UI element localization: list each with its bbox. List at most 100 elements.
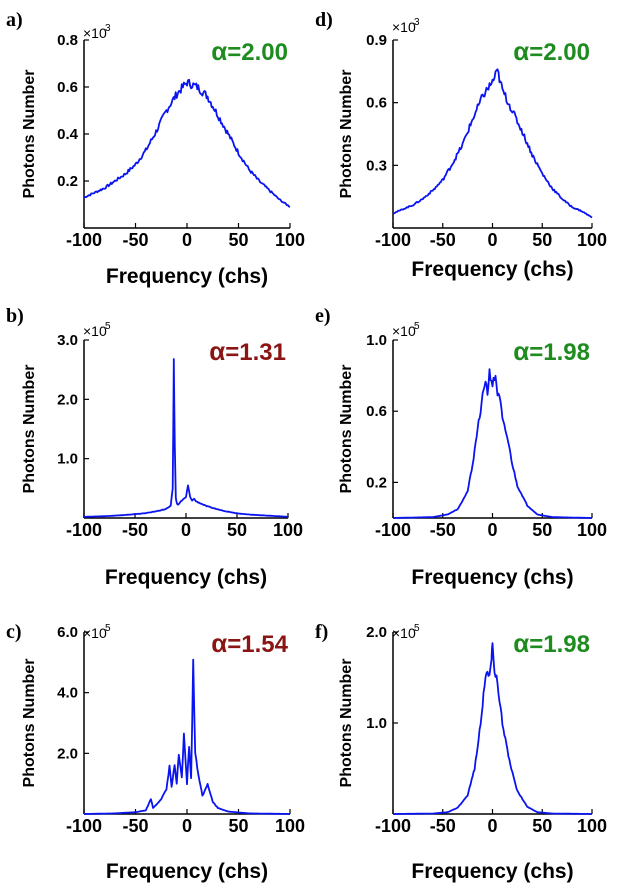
x-tick-label: 50	[228, 230, 248, 250]
x-tick-label: -50	[122, 230, 148, 250]
y-tick-label: 1.0	[366, 715, 387, 732]
x-tick-label: 0	[487, 230, 497, 250]
y-axis-label: Photons Number	[338, 70, 355, 199]
alpha-annotation: α=1.98	[513, 336, 590, 366]
data-series-line	[84, 358, 288, 518]
y-tick-label: 4.0	[57, 685, 78, 702]
chart-panel-a: a) ×103 0.2 0.4 0.6 0.8 -100 -50 0 50 100 Photons N…	[6, 9, 305, 288]
y-tick-label: 2.0	[366, 624, 387, 641]
chart-panel-b: b) ×105 1.0 2.0 3.0 -100 -50 0 50 100 Photons Numb…	[6, 305, 303, 589]
x-tick-label: -100	[66, 816, 102, 836]
axis-multiplier-exponent: 5	[414, 623, 420, 634]
x-tick-label: 50	[532, 816, 552, 836]
y-tick-label: 6.0	[57, 624, 78, 641]
x-tick-label: 50	[532, 230, 552, 250]
chart-panel-d: d) ×103 0.3 0.6 0.9 -100 -50 0 50 100 Photons Numb…	[315, 9, 607, 281]
y-tick-label: 0.3	[366, 157, 387, 174]
y-tick-label: 1.0	[366, 332, 387, 349]
x-tick-label: 100	[577, 230, 607, 250]
chart-panel-e: e) ×105 0.2 0.6 1.0 -100 -50 0 50 100 Photons Numb…	[315, 305, 607, 589]
x-tick-label: 0	[487, 520, 497, 540]
alpha-symbol: α	[513, 628, 529, 658]
chart-panel-f: f) ×105 1.0 2.0 -100 -50 0 50 100 Photons Number F…	[315, 621, 607, 883]
x-tick-label: 0	[182, 816, 192, 836]
axis-multiplier: ×10	[83, 25, 107, 41]
axis-multiplier-exponent: 5	[414, 321, 420, 332]
x-tick-label: 100	[275, 230, 305, 250]
alpha-value: =2.00	[227, 39, 288, 66]
x-tick-label: -100	[375, 230, 411, 250]
x-tick-label: 100	[275, 816, 305, 836]
x-tick-label: 50	[228, 816, 248, 836]
x-axis-label: Frequency (chs)	[411, 566, 573, 589]
chart-panel-c: c) ×105 2.0 4.0 6.0 -100 -50 0 50 100 Photons Numb…	[6, 621, 305, 883]
panel-label: e)	[315, 305, 331, 327]
alpha-symbol: α	[513, 336, 529, 366]
y-tick-label: 0.8	[57, 32, 78, 49]
panel-label: a)	[6, 9, 23, 31]
y-tick-label: 0.6	[366, 95, 387, 112]
axis-multiplier-exponent: 3	[414, 17, 420, 28]
axis-multiplier-exponent: 3	[105, 23, 111, 34]
x-tick-label: 0	[487, 816, 497, 836]
alpha-value: =1.98	[529, 339, 590, 366]
data-series-line	[392, 68, 593, 219]
x-axis-label: Frequency (chs)	[411, 860, 573, 883]
alpha-value: =1.31	[225, 339, 286, 366]
panel-label: f)	[315, 621, 328, 643]
x-tick-label: 50	[532, 520, 552, 540]
axis-multiplier: ×10	[392, 625, 416, 641]
alpha-annotation: α=2.00	[513, 36, 590, 66]
axis-multiplier: ×10	[83, 625, 107, 641]
y-tick-label: 0.2	[57, 173, 78, 190]
y-tick-label: 0.2	[366, 474, 387, 491]
y-tick-label: 0.6	[57, 79, 78, 96]
alpha-symbol: α	[211, 36, 227, 66]
panel-label: d)	[315, 9, 333, 31]
x-tick-label: -100	[66, 230, 102, 250]
x-axis-label: Frequency (chs)	[105, 566, 267, 589]
x-tick-label: -50	[122, 520, 148, 540]
alpha-value: =1.98	[529, 631, 590, 658]
y-tick-label: 0.6	[366, 403, 387, 420]
axis-multiplier: ×10	[392, 19, 416, 35]
alpha-symbol: α	[211, 628, 227, 658]
alpha-symbol: α	[209, 336, 225, 366]
alpha-annotation: α=2.00	[211, 36, 288, 66]
x-axis-label: Frequency (chs)	[106, 860, 268, 883]
y-tick-label: 3.0	[57, 332, 78, 349]
alpha-value: =2.00	[529, 39, 590, 66]
x-tick-label: 100	[577, 520, 607, 540]
x-tick-label: -100	[375, 816, 411, 836]
alpha-annotation: α=1.98	[513, 628, 590, 658]
x-tick-label: 0	[182, 230, 192, 250]
y-axis-label: Photons Number	[21, 659, 38, 788]
y-tick-label: 1.0	[57, 451, 78, 468]
axis-multiplier-exponent: 5	[105, 623, 111, 634]
alpha-symbol: α	[513, 36, 529, 66]
data-series-line	[84, 658, 290, 815]
x-tick-label: 100	[577, 816, 607, 836]
x-tick-label: 0	[181, 520, 191, 540]
panel-label: b)	[6, 305, 24, 327]
x-tick-label: 100	[273, 520, 303, 540]
axis-multiplier: ×10	[83, 323, 107, 339]
y-tick-label: 0.9	[366, 32, 387, 49]
panel-label: c)	[6, 621, 22, 643]
axis-multiplier-exponent: 5	[105, 321, 111, 332]
x-tick-label: -100	[375, 520, 411, 540]
x-tick-label: 50	[227, 520, 247, 540]
alpha-value: =1.54	[227, 631, 288, 658]
x-tick-label: -50	[430, 520, 456, 540]
y-axis-label: Photons Number	[21, 70, 38, 199]
y-axis-label: Photons Number	[21, 365, 38, 494]
x-axis-label: Frequency (chs)	[106, 265, 268, 288]
y-axis-label: Photons Number	[338, 365, 355, 494]
x-axis-label: Frequency (chs)	[411, 258, 573, 281]
data-series-line	[393, 368, 592, 519]
x-tick-label: -50	[122, 816, 148, 836]
x-tick-label: -50	[430, 230, 456, 250]
x-tick-label: -100	[66, 520, 102, 540]
axis-multiplier: ×10	[392, 323, 416, 339]
